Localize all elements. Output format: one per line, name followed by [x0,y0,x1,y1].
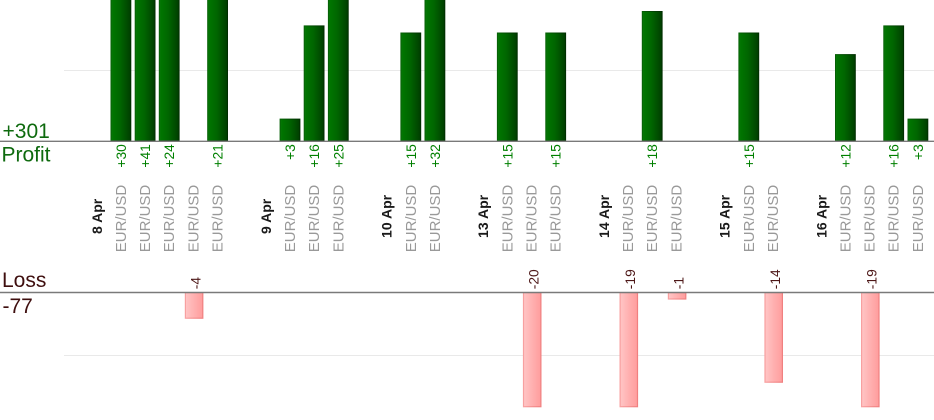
svg-text:+12: +12 [838,144,853,167]
svg-text:EUR/USD: EUR/USD [427,185,444,253]
svg-text:+15: +15 [742,144,757,168]
svg-text:EUR/USD: EUR/USD [403,185,420,253]
svg-text:+24: +24 [162,144,177,168]
svg-text:EUR/USD: EUR/USD [668,185,685,253]
svg-text:EUR/USD: EUR/USD [210,185,227,253]
svg-text:EUR/USD: EUR/USD [837,185,854,253]
svg-text:Profit: Profit [2,143,51,166]
svg-text:EUR/USD: EUR/USD [306,185,323,253]
svg-text:EUR/USD: EUR/USD [765,185,782,253]
svg-text:+32: +32 [428,144,443,167]
svg-text:+3: +3 [283,144,298,160]
svg-text:+25: +25 [331,144,346,168]
svg-text:EUR/USD: EUR/USD [620,185,637,253]
svg-text:-14: -14 [768,269,783,289]
svg-text:EUR/USD: EUR/USD [161,185,178,253]
svg-text:10 Apr: 10 Apr [379,194,395,238]
svg-text:EUR/USD: EUR/USD [113,185,130,253]
svg-text:-77: -77 [3,295,33,318]
svg-text:-19: -19 [623,269,638,289]
svg-text:EUR/USD: EUR/USD [499,185,516,253]
svg-text:+15: +15 [500,144,515,168]
svg-text:15 Apr: 15 Apr [717,194,733,238]
svg-text:EUR/USD: EUR/USD [282,185,299,253]
svg-text:EUR/USD: EUR/USD [886,185,903,253]
svg-text:13 Apr: 13 Apr [475,194,491,238]
svg-text:+15: +15 [404,144,419,168]
svg-text:EUR/USD: EUR/USD [548,185,565,253]
svg-text:16 Apr: 16 Apr [813,194,829,238]
svg-text:+16: +16 [307,144,322,168]
svg-text:14 Apr: 14 Apr [596,194,612,238]
svg-text:+301: +301 [3,120,50,143]
svg-text:EUR/USD: EUR/USD [330,185,347,253]
svg-text:EUR/USD: EUR/USD [524,185,541,253]
svg-text:+30: +30 [114,144,129,168]
svg-text:EUR/USD: EUR/USD [137,185,154,253]
svg-text:EUR/USD: EUR/USD [910,185,927,253]
svg-text:EUR/USD: EUR/USD [644,185,661,253]
svg-text:Loss: Loss [2,269,46,292]
svg-text:-19: -19 [865,269,880,289]
svg-text:+16: +16 [887,144,902,168]
svg-text:8 Apr: 8 Apr [89,198,105,234]
svg-text:+3: +3 [911,144,926,160]
svg-text:EUR/USD: EUR/USD [741,185,758,253]
svg-text:+21: +21 [211,144,226,167]
svg-text:EUR/USD: EUR/USD [862,185,879,253]
svg-text:EUR/USD: EUR/USD [185,185,202,253]
svg-text:-4: -4 [188,277,203,290]
svg-text:+18: +18 [645,144,660,168]
svg-text:9 Apr: 9 Apr [258,198,274,234]
svg-text:+41: +41 [138,144,153,167]
svg-text:-1: -1 [671,277,686,289]
svg-text:+15: +15 [549,144,564,168]
svg-text:-20: -20 [526,269,541,289]
